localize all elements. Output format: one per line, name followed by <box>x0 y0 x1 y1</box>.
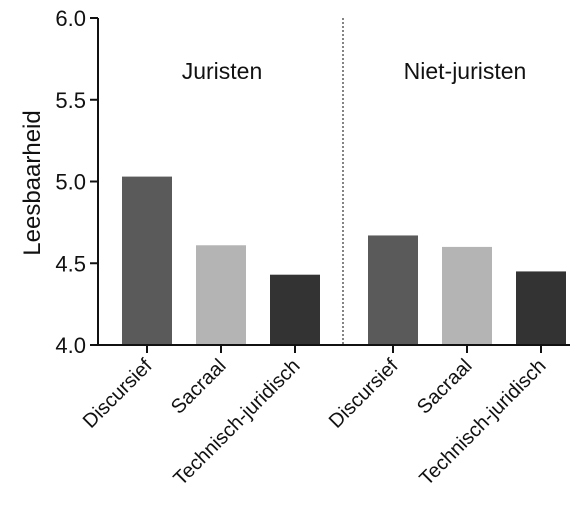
y-axis: 4.0 4.5 5.0 5.5 6.0 <box>55 6 99 358</box>
bar-juristen-1 <box>196 245 246 345</box>
y-tick-label: 5.0 <box>55 170 86 195</box>
y-tick-label: 6.0 <box>55 6 86 31</box>
x-tick-label: Sacraal <box>413 355 477 419</box>
x-tick-label: Sacraal <box>167 355 231 419</box>
group-label-juristen: Juristen <box>182 58 263 84</box>
bar-niet-juristen-0 <box>368 235 418 345</box>
bar-niet-juristen-1 <box>442 246 492 345</box>
x-tick-label: Discursief <box>79 355 157 433</box>
y-tick-label: 5.5 <box>55 88 86 113</box>
bar-juristen-0 <box>122 176 172 345</box>
y-tick-label: 4.0 <box>55 333 86 358</box>
bars <box>122 176 566 345</box>
x-tick-label: Technisch-juridisch <box>416 355 551 490</box>
x-tick-label: Technisch-juridisch <box>170 355 305 490</box>
y-tick-label: 4.5 <box>55 251 86 276</box>
y-axis-title: Leesbaarheid <box>19 110 46 255</box>
group-label-niet-juristen: Niet-juristen <box>404 58 527 84</box>
bar-juristen-2 <box>270 274 320 345</box>
x-tick-label: Discursief <box>325 355 403 433</box>
bar-niet-juristen-2 <box>516 271 566 345</box>
